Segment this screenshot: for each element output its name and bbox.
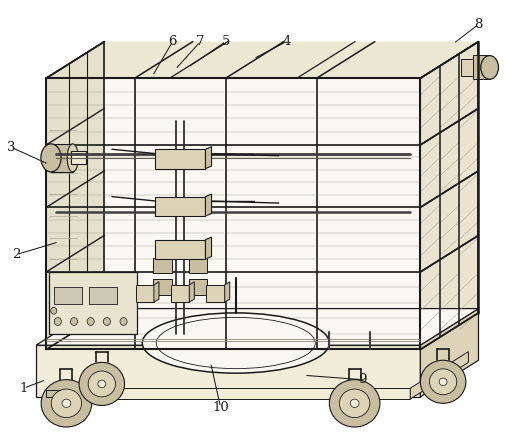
Polygon shape — [46, 388, 410, 399]
Ellipse shape — [429, 369, 457, 395]
Ellipse shape — [142, 313, 330, 373]
Polygon shape — [154, 258, 171, 273]
Polygon shape — [54, 287, 82, 304]
Ellipse shape — [87, 318, 94, 325]
Ellipse shape — [51, 307, 57, 314]
Ellipse shape — [51, 389, 82, 417]
Polygon shape — [205, 237, 211, 259]
Ellipse shape — [439, 378, 447, 385]
Polygon shape — [36, 345, 420, 397]
Text: 3: 3 — [7, 140, 15, 154]
Polygon shape — [206, 285, 225, 302]
Ellipse shape — [350, 399, 359, 407]
Text: 1: 1 — [19, 382, 28, 395]
Ellipse shape — [88, 371, 116, 397]
Ellipse shape — [70, 318, 78, 325]
Text: 10: 10 — [212, 401, 229, 414]
Polygon shape — [189, 280, 207, 295]
Polygon shape — [420, 41, 479, 349]
Text: 9: 9 — [358, 373, 367, 386]
Ellipse shape — [67, 144, 78, 172]
Polygon shape — [36, 308, 479, 345]
Ellipse shape — [330, 380, 380, 427]
Polygon shape — [410, 352, 468, 399]
Polygon shape — [71, 151, 86, 164]
Polygon shape — [46, 78, 420, 349]
Polygon shape — [89, 287, 117, 304]
Text: 6: 6 — [168, 35, 177, 48]
Polygon shape — [189, 258, 207, 273]
Ellipse shape — [481, 56, 498, 79]
Polygon shape — [225, 282, 230, 302]
Polygon shape — [51, 144, 73, 172]
Ellipse shape — [41, 380, 92, 427]
Text: 2: 2 — [12, 248, 20, 261]
Polygon shape — [420, 308, 479, 397]
Polygon shape — [461, 59, 474, 76]
Ellipse shape — [340, 389, 370, 417]
Polygon shape — [49, 272, 137, 334]
Polygon shape — [46, 41, 479, 78]
Polygon shape — [155, 240, 205, 259]
Polygon shape — [154, 282, 159, 302]
Text: 8: 8 — [475, 18, 483, 31]
Ellipse shape — [103, 318, 111, 325]
Ellipse shape — [79, 362, 125, 406]
Ellipse shape — [98, 380, 106, 388]
Polygon shape — [46, 391, 61, 397]
Polygon shape — [154, 280, 171, 295]
Polygon shape — [155, 149, 205, 168]
Text: 7: 7 — [196, 35, 205, 48]
Polygon shape — [171, 285, 189, 302]
Polygon shape — [155, 197, 205, 216]
Polygon shape — [205, 147, 211, 168]
Polygon shape — [205, 194, 211, 216]
Polygon shape — [136, 285, 154, 302]
Text: 5: 5 — [222, 35, 230, 48]
Ellipse shape — [54, 318, 61, 325]
Ellipse shape — [420, 360, 466, 403]
Ellipse shape — [41, 144, 61, 172]
Polygon shape — [189, 282, 194, 302]
Ellipse shape — [120, 318, 127, 325]
Ellipse shape — [62, 399, 71, 407]
Text: 4: 4 — [282, 35, 291, 48]
Polygon shape — [474, 55, 490, 79]
Polygon shape — [46, 41, 104, 349]
